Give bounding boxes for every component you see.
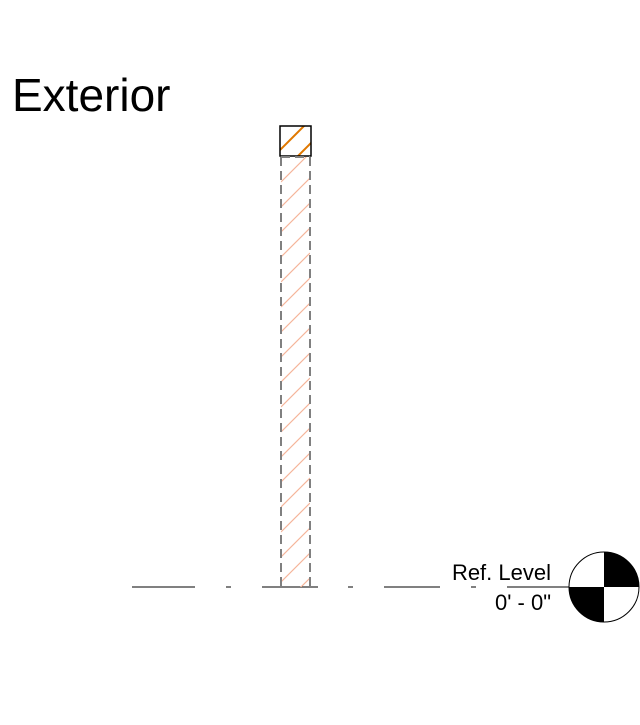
hatch-line xyxy=(296,142,311,156)
view-side-label: Exterior xyxy=(12,69,171,121)
wall-projection[interactable] xyxy=(280,128,311,607)
hatch-line xyxy=(281,157,282,158)
hatch-line xyxy=(281,527,310,558)
hatch-line xyxy=(280,126,306,151)
level-elevation-label[interactable]: 0' - 0" xyxy=(494,590,551,615)
level-datum-symbol-icon[interactable] xyxy=(553,551,640,623)
hatch-line xyxy=(281,477,310,508)
hatch-line xyxy=(281,157,307,183)
hatch-line xyxy=(281,227,310,258)
wall-cut-section[interactable] xyxy=(279,95,312,174)
hatch-line xyxy=(281,177,310,208)
hatch-line xyxy=(281,452,310,483)
hatch-line xyxy=(281,327,310,358)
hatch-line xyxy=(281,427,310,458)
hatch-line xyxy=(281,352,310,383)
hatch-line xyxy=(300,577,310,587)
level-name-label[interactable]: Ref. Level xyxy=(451,560,551,585)
hatch-line xyxy=(280,126,282,127)
hatch-line xyxy=(281,502,310,533)
hatch-line xyxy=(281,552,310,583)
hatch-line xyxy=(281,402,310,433)
hatch-line xyxy=(281,252,310,283)
hatch-line xyxy=(281,302,310,333)
hatch-line xyxy=(281,377,310,408)
hatch-line xyxy=(281,202,310,233)
hatch-line xyxy=(281,277,310,308)
